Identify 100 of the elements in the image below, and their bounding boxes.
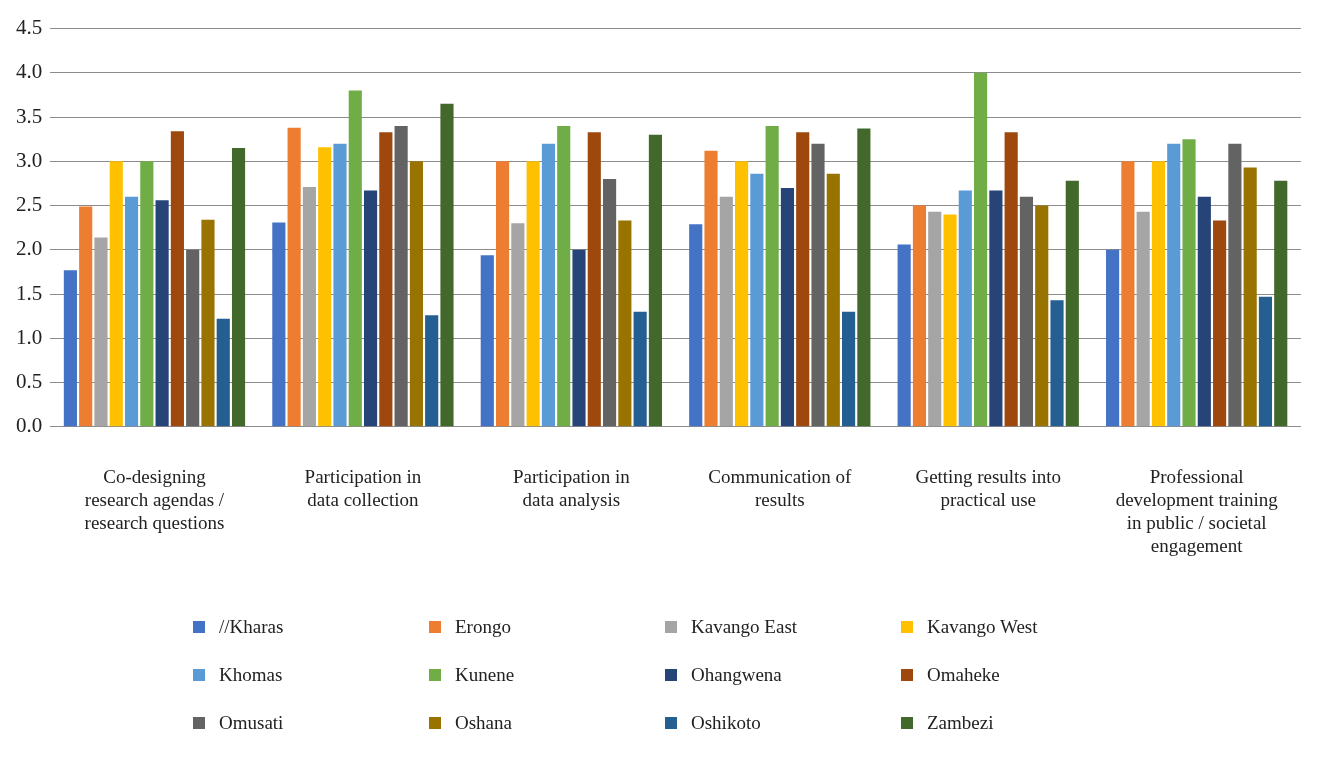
bar [842,311,856,427]
bar [541,143,555,427]
bar [363,190,378,427]
bar [826,173,840,427]
bar [1228,143,1242,427]
bar [719,196,733,427]
bar [140,161,154,427]
bar [216,318,230,427]
bar [689,224,703,427]
bar [1136,211,1150,427]
x-tick-label: Professional development training in public / societal engagement [1115,466,1279,556]
bar [348,90,362,427]
bar [186,249,200,427]
legend-label: Erongo [455,616,511,638]
bar [750,173,764,427]
bar [170,131,184,427]
bar [1167,143,1181,427]
bar [425,315,439,427]
bar [511,223,525,427]
legend-label: Oshikoto [691,712,761,734]
bar [912,205,927,427]
y-tick-label: 2.5 [16,192,43,217]
bar [379,132,393,427]
bar [318,147,332,427]
bar [201,219,215,427]
bar [811,143,825,427]
legend-label: Omaheke [927,664,1000,686]
bar [857,128,871,427]
bar [1050,300,1064,427]
bar [155,200,169,427]
bar [109,161,123,427]
bar [602,179,617,427]
bar [735,161,749,427]
bar [1182,139,1196,427]
bar [1197,196,1211,427]
bar [333,143,347,427]
legend-label: Omusati [219,712,284,734]
bar [796,132,810,427]
bar [1004,132,1018,427]
bar [302,187,316,427]
bar [287,127,301,427]
bar [63,270,77,427]
bar [1274,180,1288,427]
bar [974,72,988,427]
bar [618,220,632,427]
legend-label: Kavango East [691,616,798,638]
bar [272,222,286,427]
bar [1035,205,1049,427]
bar [231,148,246,427]
bar [572,249,586,427]
bar [94,237,108,427]
x-tick-label: Participation in data collection [304,466,422,510]
y-tick-label: 0.5 [16,369,43,394]
bar [409,161,423,427]
y-tick-label: 1.5 [16,280,43,305]
bar [1121,161,1135,427]
bar [1243,167,1257,427]
bar [780,187,795,427]
legend-label: Kavango West [927,616,1038,638]
bar [1258,296,1273,427]
y-tick-label: 0.0 [16,413,43,438]
bar [958,190,972,427]
bar [557,125,571,427]
bar [928,211,942,427]
x-tick-label: Co-designing research agendas / research questions [84,466,225,533]
bar [1151,161,1166,427]
bar [480,255,494,427]
x-tick-label: Communication of results [708,466,852,510]
bar [989,190,1003,427]
bar [633,311,647,427]
bar [648,134,662,427]
bar [943,214,957,427]
bar [124,196,139,427]
legend-label: Kunene [455,664,515,686]
legend-label: //Kharas [219,616,284,638]
legend-label: Khomas [219,664,283,686]
bar [1019,196,1034,427]
bar [394,125,408,427]
bar [587,132,601,427]
bar [1065,180,1079,427]
y-tick-label: 1.0 [16,324,43,349]
bar [765,125,779,427]
bar [1213,220,1227,427]
y-tick-label: 4.0 [16,59,43,84]
bar [897,244,911,427]
y-tick-label: 3.0 [16,147,43,172]
legend-label: Zambezi [927,712,994,734]
y-tick-label: 3.5 [16,103,43,128]
x-tick-label: Getting results into practical use [915,466,1062,510]
legend-label: Oshana [455,712,512,734]
x-tick-label: Participation in data analysis [513,466,631,510]
bar [704,150,718,427]
y-tick-label: 4.5 [16,15,43,40]
bar [526,161,540,427]
bar [79,206,93,427]
bar [495,161,510,427]
bar [440,103,454,427]
y-tick-label: 2.0 [16,236,43,261]
bar [1106,249,1120,427]
legend-label: Ohangwena [691,664,782,686]
